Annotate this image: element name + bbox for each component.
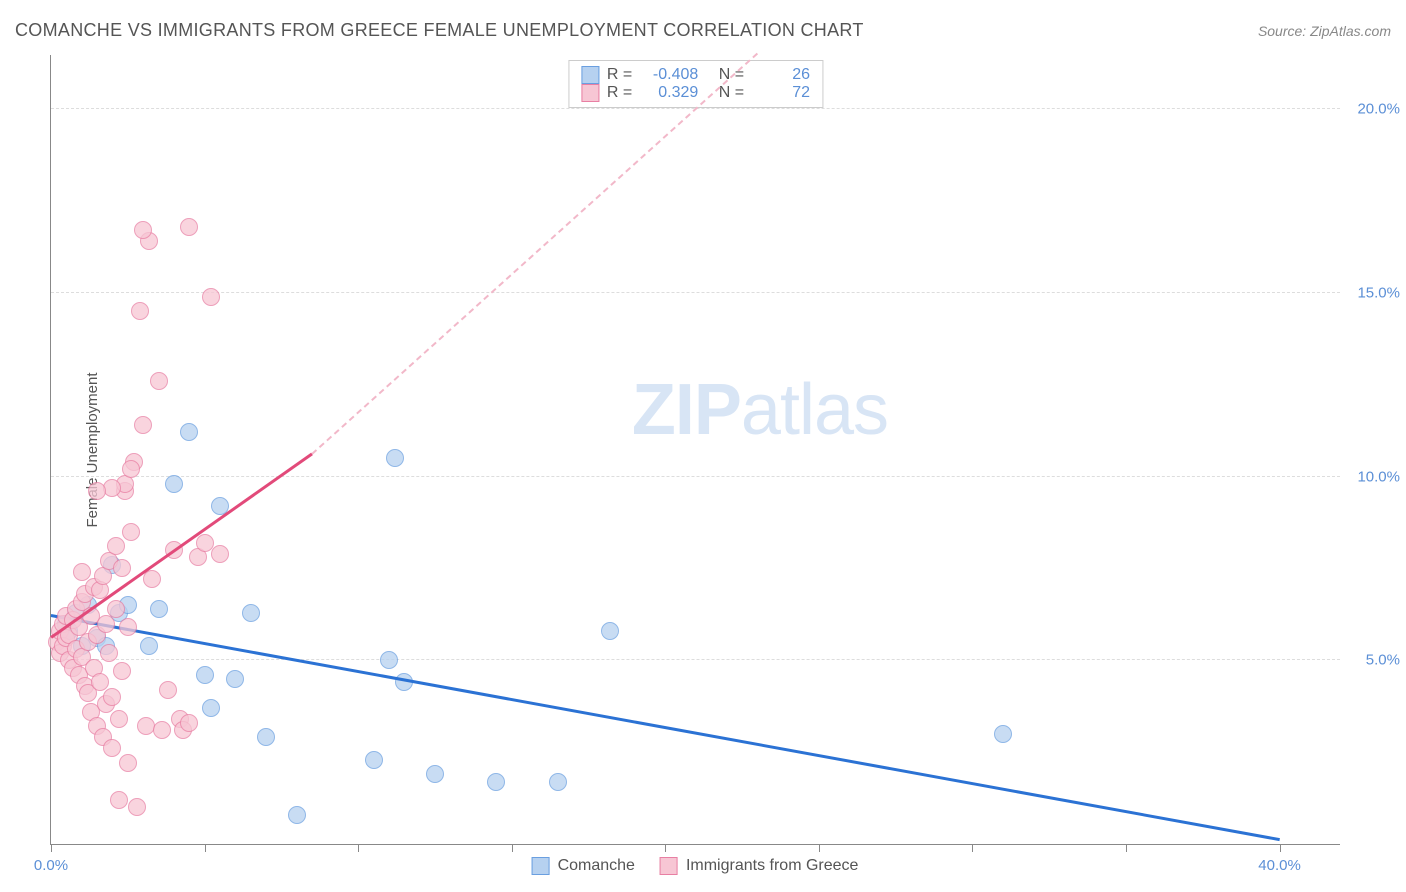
data-point-greece — [88, 482, 106, 500]
chart-title: COMANCHE VS IMMIGRANTS FROM GREECE FEMAL… — [15, 20, 864, 41]
data-point-greece — [107, 600, 125, 618]
y-tick-label: 15.0% — [1357, 284, 1400, 301]
data-point-comanche — [226, 670, 244, 688]
data-point-comanche — [994, 725, 1012, 743]
data-point-greece — [150, 372, 168, 390]
data-point-greece — [134, 416, 152, 434]
x-tick-label: 40.0% — [1258, 857, 1301, 874]
data-point-greece — [153, 721, 171, 739]
data-point-greece — [113, 559, 131, 577]
y-tick-label: 20.0% — [1357, 101, 1400, 118]
data-point-greece — [202, 288, 220, 306]
legend-swatch-greece — [660, 857, 678, 875]
data-point-greece — [113, 662, 131, 680]
stats-box: R = -0.408 N = 26 R = 0.329 N = 72 — [568, 60, 823, 108]
data-point-comanche — [549, 773, 567, 791]
swatch-greece — [581, 84, 599, 102]
data-point-greece — [128, 798, 146, 816]
data-point-greece — [159, 681, 177, 699]
x-tick — [665, 844, 666, 852]
gridline — [51, 292, 1340, 293]
data-point-greece — [103, 688, 121, 706]
data-point-greece — [122, 523, 140, 541]
swatch-comanche — [581, 66, 599, 84]
data-point-greece — [73, 563, 91, 581]
r-value-comanche: -0.408 — [640, 66, 698, 84]
data-point-comanche — [380, 651, 398, 669]
gridline — [51, 476, 1340, 477]
stats-row-greece: R = 0.329 N = 72 — [581, 84, 810, 102]
data-point-comanche — [165, 475, 183, 493]
data-point-comanche — [150, 600, 168, 618]
data-point-comanche — [601, 622, 619, 640]
x-tick — [819, 844, 820, 852]
n-value-greece: 72 — [752, 84, 810, 102]
x-tick — [51, 844, 52, 852]
r-value-greece: 0.329 — [640, 84, 698, 102]
data-point-comanche — [242, 604, 260, 622]
data-point-greece — [110, 791, 128, 809]
x-tick — [1126, 844, 1127, 852]
data-point-greece — [103, 739, 121, 757]
legend-label-greece: Immigrants from Greece — [686, 857, 858, 875]
trendline — [51, 614, 1280, 841]
data-point-comanche — [386, 449, 404, 467]
data-point-greece — [143, 570, 161, 588]
data-point-comanche — [180, 423, 198, 441]
x-tick — [512, 844, 513, 852]
source-attribution: Source: ZipAtlas.com — [1258, 23, 1391, 39]
watermark: ZIPatlas — [632, 369, 888, 451]
data-point-greece — [122, 460, 140, 478]
n-value-comanche: 26 — [752, 66, 810, 84]
data-point-greece — [134, 221, 152, 239]
y-tick-label: 5.0% — [1366, 652, 1400, 669]
data-point-greece — [180, 714, 198, 732]
data-point-greece — [119, 618, 137, 636]
x-tick — [358, 844, 359, 852]
gridline — [51, 659, 1340, 660]
data-point-comanche — [202, 699, 220, 717]
y-tick-label: 10.0% — [1357, 468, 1400, 485]
data-point-greece — [100, 644, 118, 662]
data-point-greece — [180, 218, 198, 236]
data-point-comanche — [395, 673, 413, 691]
stats-row-comanche: R = -0.408 N = 26 — [581, 66, 810, 84]
x-tick — [1280, 844, 1281, 852]
plot-area: ZIPatlas R = -0.408 N = 26 R = 0.329 N =… — [50, 55, 1340, 845]
legend-item-comanche: Comanche — [532, 857, 635, 875]
bottom-legend: Comanche Immigrants from Greece — [532, 857, 859, 875]
legend-swatch-comanche — [532, 857, 550, 875]
data-point-greece — [110, 710, 128, 728]
data-point-comanche — [288, 806, 306, 824]
data-point-comanche — [140, 637, 158, 655]
x-tick — [972, 844, 973, 852]
data-point-comanche — [257, 728, 275, 746]
data-point-comanche — [365, 751, 383, 769]
x-tick — [205, 844, 206, 852]
data-point-greece — [119, 754, 137, 772]
data-point-greece — [131, 302, 149, 320]
data-point-greece — [211, 545, 229, 563]
trendline-extrapolated — [311, 52, 758, 454]
data-point-comanche — [487, 773, 505, 791]
data-point-greece — [107, 537, 125, 555]
legend-label-comanche: Comanche — [558, 857, 635, 875]
data-point-comanche — [426, 765, 444, 783]
data-point-comanche — [196, 666, 214, 684]
legend-item-greece: Immigrants from Greece — [660, 857, 858, 875]
data-point-greece — [103, 479, 121, 497]
x-tick-label: 0.0% — [34, 857, 68, 874]
chart-container: Female Unemployment ZIPatlas R = -0.408 … — [50, 55, 1340, 845]
